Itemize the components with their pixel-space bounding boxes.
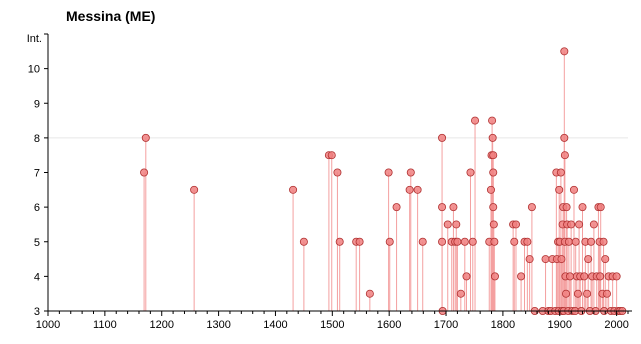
axis-layer: 1000 1100 1200 1300 1400 1500 1600 1700 1800 1900…: [28, 33, 632, 331]
event-point: [460, 237, 469, 246]
y-tick-label: 5: [34, 237, 40, 249]
event-point: [438, 237, 447, 246]
event-point: [556, 168, 565, 177]
event-point: [525, 255, 534, 264]
event-point: [385, 237, 394, 246]
event-point: [489, 168, 498, 177]
event-point: [418, 237, 427, 246]
event-point: [443, 220, 452, 229]
x-tick-label: 2000: [604, 319, 628, 331]
event-point: [564, 237, 573, 246]
event-point: [140, 168, 149, 177]
x-tick-label: 1000: [36, 319, 60, 331]
event-point: [190, 185, 199, 194]
y-tick-label: 4: [34, 271, 40, 283]
event-point: [580, 272, 589, 281]
event-point: [560, 133, 569, 142]
event-point: [466, 168, 475, 177]
x-tick-label: 1900: [548, 319, 572, 331]
x-tick-label: 1200: [149, 319, 173, 331]
event-point: [486, 185, 495, 194]
event-point: [511, 220, 520, 229]
event-point: [527, 203, 536, 212]
event-point: [599, 237, 608, 246]
event-point: [562, 203, 571, 212]
event-point: [602, 289, 611, 298]
x-tick-label: 1700: [434, 319, 458, 331]
event-point: [573, 289, 582, 298]
event-point: [392, 203, 401, 212]
y-tick-label: 6: [34, 202, 40, 214]
event-point: [517, 272, 526, 281]
y-axis-label: Int.: [27, 33, 42, 45]
x-tick-label: 1500: [320, 319, 344, 331]
event-point: [488, 116, 497, 125]
event-point: [335, 237, 344, 246]
event-point: [333, 168, 342, 177]
event-point: [589, 220, 598, 229]
event-point: [405, 185, 414, 194]
event-point: [541, 255, 550, 264]
event-point: [562, 289, 571, 298]
event-point: [601, 255, 610, 264]
event-point: [438, 133, 447, 142]
event-point: [557, 255, 566, 264]
event-point: [523, 237, 532, 246]
x-tick-label: 1400: [263, 319, 287, 331]
event-point: [289, 185, 298, 194]
event-point: [488, 133, 497, 142]
event-point: [510, 237, 519, 246]
y-tick-label: 3: [34, 306, 40, 318]
event-point: [462, 272, 471, 281]
x-tick-label: 1800: [491, 319, 515, 331]
event-point: [587, 237, 596, 246]
event-point: [471, 116, 480, 125]
event-point: [489, 220, 498, 229]
y-tick-label: 7: [34, 168, 40, 180]
event-point: [365, 289, 374, 298]
event-point: [299, 237, 308, 246]
event-point: [560, 151, 569, 160]
event-point: [468, 237, 477, 246]
event-point: [413, 185, 422, 194]
event-point: [566, 272, 575, 281]
x-tick-label: 1600: [377, 319, 401, 331]
event-point: [575, 220, 584, 229]
event-point: [438, 203, 447, 212]
event-point: [449, 203, 458, 212]
event-point: [569, 185, 578, 194]
event-point: [490, 272, 499, 281]
event-point: [327, 151, 336, 160]
y-tick-label: 8: [34, 133, 40, 145]
event-point: [452, 220, 461, 229]
event-point: [584, 255, 593, 264]
event-point: [612, 272, 621, 281]
event-point: [406, 168, 415, 177]
y-tick-label: 10: [28, 64, 40, 76]
event-point: [453, 237, 462, 246]
event-point: [489, 203, 498, 212]
event-point: [567, 220, 576, 229]
event-point: [555, 185, 564, 194]
event-point: [560, 47, 569, 56]
event-point: [490, 237, 499, 246]
event-point: [578, 203, 587, 212]
y-tick-label: 9: [34, 98, 40, 110]
event-point: [583, 289, 592, 298]
event-point: [571, 237, 580, 246]
event-point: [141, 133, 150, 142]
x-tick-label: 1100: [93, 319, 117, 331]
event-point: [456, 289, 465, 298]
event-point: [489, 151, 498, 160]
event-point: [384, 168, 393, 177]
chart-title: Messina (ME): [66, 8, 155, 24]
event-point: [596, 272, 605, 281]
event-point: [596, 203, 605, 212]
x-tick-label: 1300: [206, 319, 230, 331]
event-point: [355, 237, 364, 246]
